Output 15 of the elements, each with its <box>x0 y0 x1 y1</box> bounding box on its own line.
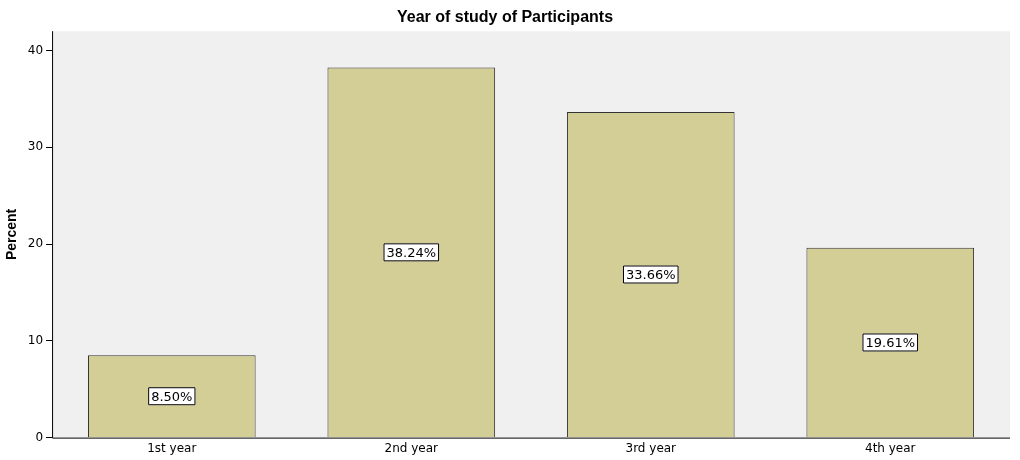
y-tick-label: 10 <box>27 332 44 347</box>
x-tick-label: 1st year <box>147 440 197 455</box>
y-tick-label: 30 <box>27 139 44 154</box>
y-tick-label: 0 <box>35 429 44 444</box>
x-tick-label: 4th year <box>864 440 916 455</box>
chart-title: Year of study of Participants <box>396 8 614 26</box>
data-label: 33.66% <box>625 266 676 282</box>
data-label: 38.24% <box>386 244 437 260</box>
x-tick-label: 2nd year <box>384 440 439 455</box>
y-tick-label: 40 <box>27 42 44 57</box>
data-label: 19.61% <box>865 334 916 350</box>
y-axis-title: Percent <box>3 208 20 261</box>
x-tick-label: 3rd year <box>625 440 677 455</box>
data-label: 8.50% <box>151 388 193 404</box>
y-tick-label: 20 <box>27 236 44 251</box>
